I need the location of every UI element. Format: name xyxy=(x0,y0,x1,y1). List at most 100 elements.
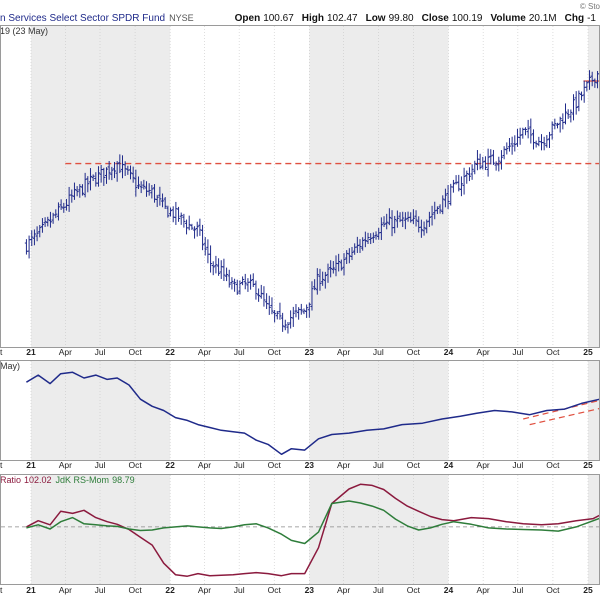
year-shading xyxy=(31,26,599,584)
ohlc-bar xyxy=(507,138,512,152)
ohlc-bar xyxy=(134,169,138,197)
ohlc-bar xyxy=(110,166,114,181)
ohlc-bar xyxy=(278,302,282,320)
x-tick-label: Apr xyxy=(59,347,72,357)
year-band-2023 xyxy=(309,475,449,584)
watermark: © Sto xyxy=(580,2,600,11)
year-band-2021 xyxy=(31,361,171,460)
ohlc-bar xyxy=(54,209,58,219)
resistance-levels xyxy=(65,80,599,165)
ohlc-bar xyxy=(443,188,448,208)
ohlc-bar xyxy=(534,140,538,148)
ohlc-bar xyxy=(350,246,354,261)
relative-strength-panel: May) xyxy=(0,361,600,456)
ohlc-bar xyxy=(577,90,581,112)
x-tick-label: 25 xyxy=(583,585,593,595)
ohlc-bar xyxy=(219,260,223,279)
x-tick-label: Apr xyxy=(477,347,490,357)
ohlc-bar xyxy=(462,167,466,195)
ohlc-bar xyxy=(302,308,306,315)
rrg-legend: Ratio 102.02 JdK RS-Mom 98.79 xyxy=(0,475,135,485)
ohlc-bar xyxy=(475,150,480,171)
ohlc-bar xyxy=(27,235,31,259)
ohlc-bar xyxy=(566,109,570,119)
ohlc-bar xyxy=(539,134,544,151)
x-tick-label: Oct xyxy=(407,585,421,595)
ohlc-bar xyxy=(232,278,237,292)
year-band-2025 xyxy=(588,26,599,347)
ohlc-bar xyxy=(305,304,309,318)
ohlc-bar xyxy=(112,161,117,179)
ohlc-bar xyxy=(131,166,135,183)
ohlc-bar xyxy=(150,185,154,199)
trend-line xyxy=(529,407,600,426)
ohlc-bar xyxy=(171,206,175,223)
ohlc-bar xyxy=(235,279,239,295)
ohlc-bar xyxy=(587,70,592,90)
ohlc-bar xyxy=(168,207,173,217)
ohlc-bar xyxy=(265,293,269,310)
ohlc-bar xyxy=(497,156,501,172)
ohlc-bar xyxy=(545,135,549,148)
ohlc-bar xyxy=(299,303,303,315)
x-tick-label: Oct xyxy=(128,585,142,595)
ohlc-bar xyxy=(166,205,170,218)
ohlc-bar xyxy=(158,186,162,206)
ohlc-bar xyxy=(163,197,167,210)
ohlc-bar xyxy=(478,153,482,170)
ohlc-bar xyxy=(518,127,522,145)
x-tick-label: Apr xyxy=(198,347,211,357)
ohlc-bar xyxy=(411,209,415,225)
stat-value: 100.67 xyxy=(263,13,294,24)
ohlc-bar xyxy=(574,91,578,115)
ohlc-bar xyxy=(313,279,317,291)
ohlc-bar xyxy=(430,205,434,226)
x-tick-label: Oct xyxy=(128,460,142,470)
ohlc-bar xyxy=(550,121,554,140)
ohlc-bar xyxy=(24,239,29,255)
ohlc-bar xyxy=(118,154,122,174)
ohlc-bar xyxy=(358,239,362,253)
ohlc-bar xyxy=(374,231,378,240)
ohlc-bar xyxy=(297,307,301,320)
stat-label: High xyxy=(302,13,324,24)
x-tick-label: Jul xyxy=(234,347,245,357)
ohlc-bar xyxy=(86,176,90,193)
ohlc-bar xyxy=(88,168,93,191)
ohlc-bar xyxy=(371,232,375,243)
ohlc-bar xyxy=(582,80,586,103)
ohlc-bar xyxy=(481,156,485,170)
ohlc-bar xyxy=(555,122,560,129)
ohlc-bar xyxy=(329,260,333,278)
ohlc-bar xyxy=(366,232,370,245)
x-tick-label: 24 xyxy=(444,585,454,595)
ohlc-bar xyxy=(409,212,413,223)
ohlc-bar xyxy=(128,165,133,180)
ohlc-bar xyxy=(176,206,181,222)
price-legend: 19 (23 May) xyxy=(0,26,48,36)
x-tick-label: Apr xyxy=(337,585,350,595)
ohlc-bar xyxy=(91,174,95,181)
ohlc-bar xyxy=(361,237,365,251)
ohlc-bar xyxy=(246,278,250,292)
ohlc-bar xyxy=(433,201,437,220)
ohlc-bar xyxy=(571,94,576,121)
ohlc-bar xyxy=(382,216,386,227)
ohlc-bar xyxy=(339,259,343,271)
ohlc-bar xyxy=(563,103,568,125)
x-tick-label: Oct xyxy=(128,347,142,357)
ohlc-bar xyxy=(451,179,456,193)
x-tick-label: Jul xyxy=(234,460,245,470)
ohlc-bar xyxy=(419,219,423,238)
x-tick-label: Oct xyxy=(546,347,560,357)
x-tick-label: 23 xyxy=(305,460,315,470)
ohlc-bar xyxy=(579,91,584,101)
ohlc-bar xyxy=(136,176,141,190)
rs-ratio-momentum-panel: Ratio 102.02 JdK RS-Mom 98.79 xyxy=(0,475,600,577)
ohlc-bar xyxy=(30,230,34,247)
ohlc-bar xyxy=(224,267,229,282)
ohlc-bar xyxy=(369,233,373,245)
ohlc-bar xyxy=(542,136,546,151)
x-tick-label: Jul xyxy=(512,347,523,357)
